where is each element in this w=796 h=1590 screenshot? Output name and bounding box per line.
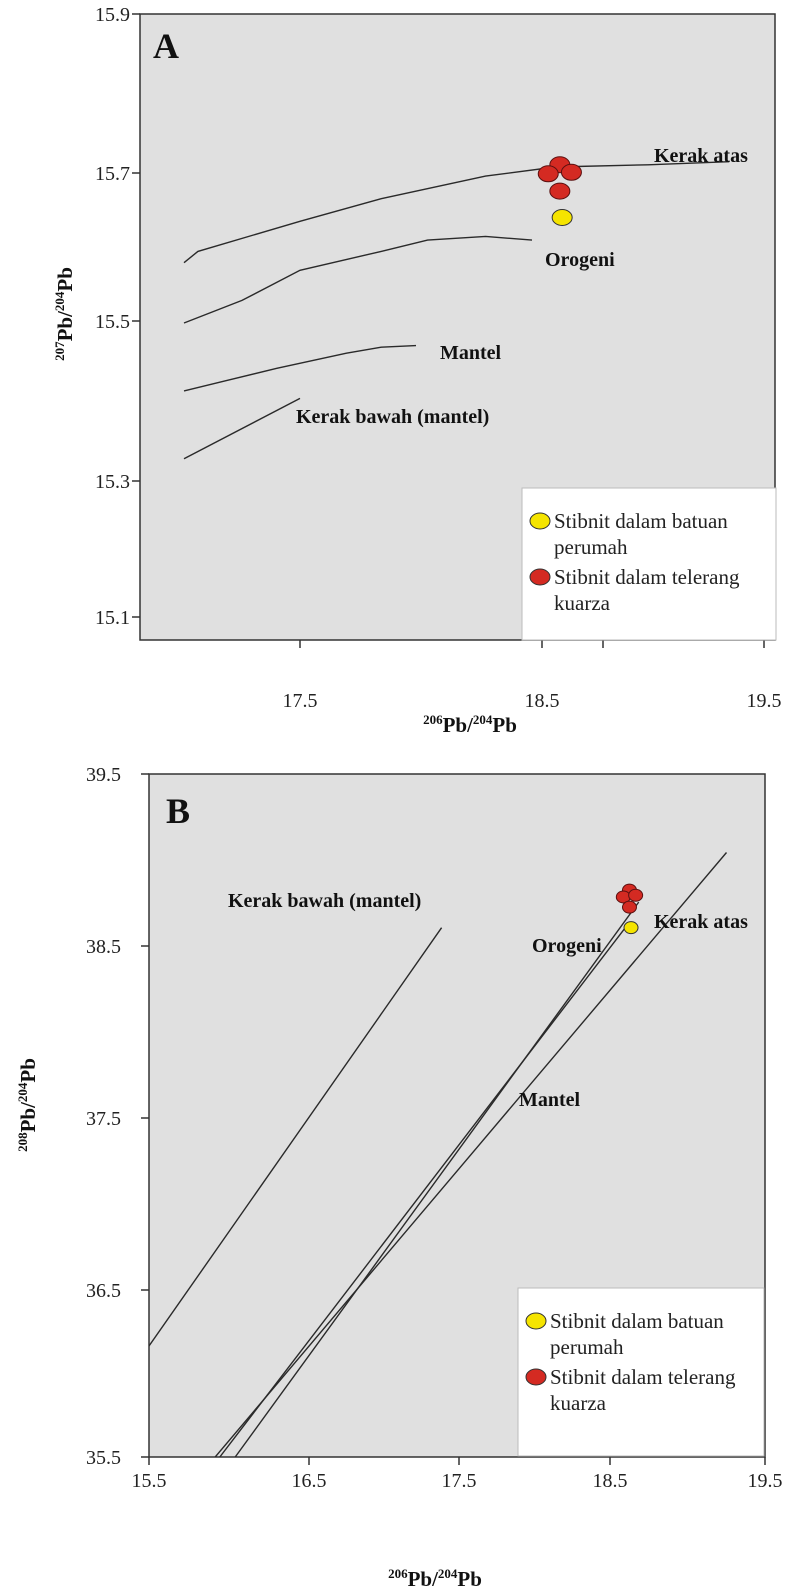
point-host-rock — [551, 209, 573, 227]
y-tick-label: 35.5 — [86, 1447, 121, 1469]
x-tick-label: 15.5 — [132, 1470, 167, 1492]
y-tick-label: 37.5 — [86, 1108, 121, 1130]
y-tick-label: 15.3 — [95, 471, 130, 493]
x-tick-label: 18.5 — [525, 690, 560, 712]
legend-label-continued: perumah — [554, 535, 628, 559]
legend-label-continued: kuarza — [554, 591, 611, 615]
point-quartz-vein — [560, 163, 582, 181]
point-quartz-vein — [537, 165, 559, 183]
y-tick-label: 38.5 — [86, 936, 121, 958]
curve-mantel — [234, 901, 640, 1457]
y-tick-label: 36.5 — [86, 1280, 121, 1302]
y-tick-label: 15.5 — [95, 311, 130, 333]
curve-kerak-atas — [183, 161, 730, 264]
legend-label-continued: perumah — [550, 1335, 624, 1359]
curve-kerak-bawah-mantel — [183, 397, 301, 460]
point-quartz-vein — [621, 900, 637, 914]
curve-label-kerak-atas: Kerak atas — [654, 145, 748, 167]
y-tick-label: 15.7 — [95, 163, 130, 185]
legend-label: Stibnit dalam telerang — [554, 565, 740, 589]
x-tick-label: 19.5 — [748, 1470, 783, 1492]
y-tick-label: 15.9 — [95, 4, 130, 26]
y-tick-label: 15.1 — [95, 607, 130, 629]
x-axis-title: 206Pb/204Pb — [388, 1566, 482, 1590]
x-tick-label: 17.5 — [442, 1470, 477, 1492]
x-tick-label: 16.5 — [292, 1470, 327, 1492]
curve-label-mantel: Mantel — [440, 342, 502, 364]
curve-label-mantel: Mantel — [519, 1089, 581, 1111]
curve-label-kerak-atas: Kerak atas — [654, 911, 748, 933]
x-axis-title: 206Pb/204Pb — [423, 712, 517, 737]
point-quartz-vein — [549, 182, 571, 200]
panel-letter: A — [153, 26, 179, 66]
curve-kerak-atas — [214, 852, 728, 1457]
legend-box — [517, 1287, 765, 1457]
y-axis-title: 207Pb/204Pb — [52, 267, 77, 361]
panel-letter: B — [166, 791, 190, 831]
legend-label: Stibnit dalam batuan — [550, 1309, 724, 1333]
y-tick-label: 39.5 — [86, 764, 121, 786]
legend-marker — [529, 512, 551, 530]
chart-panel-A: Kerak atas Orogeni Mantel Kerak bawah (mant… — [52, 4, 782, 737]
y-axis-title: 208Pb/204Pb — [15, 1058, 40, 1152]
curve-label-orogeni: Orogeni — [545, 249, 615, 271]
x-tick-label: 19.5 — [747, 690, 782, 712]
curve-label-orogeni: Orogeni — [532, 935, 602, 957]
legend-marker — [529, 568, 551, 586]
curve-label-kerak-bawah-mantel: Kerak bawah (mantel) — [296, 406, 489, 428]
curve-mantel — [183, 344, 417, 392]
point-host-rock — [623, 921, 639, 935]
curve-label-kerak-bawah-mantel: Kerak bawah (mantel) — [228, 890, 421, 912]
legend-marker — [525, 1368, 547, 1386]
point-quartz-vein — [628, 888, 644, 902]
x-tick-label: 18.5 — [593, 1470, 628, 1492]
curve-kerak-bawah-mantel — [149, 927, 443, 1347]
legend-label: Stibnit dalam telerang — [550, 1365, 736, 1389]
chart-panel-B: Kerak bawah (mantel) Orogeni Kerak atas Man… — [15, 764, 783, 1590]
legend-label-continued: kuarza — [550, 1391, 607, 1415]
legend-box — [521, 487, 777, 641]
legend-label: Stibnit dalam batuan — [554, 509, 728, 533]
x-tick-label: 17.5 — [283, 690, 318, 712]
curve-orogeni — [183, 235, 533, 324]
legend-marker — [525, 1312, 547, 1330]
curve-orogeni — [219, 923, 629, 1457]
